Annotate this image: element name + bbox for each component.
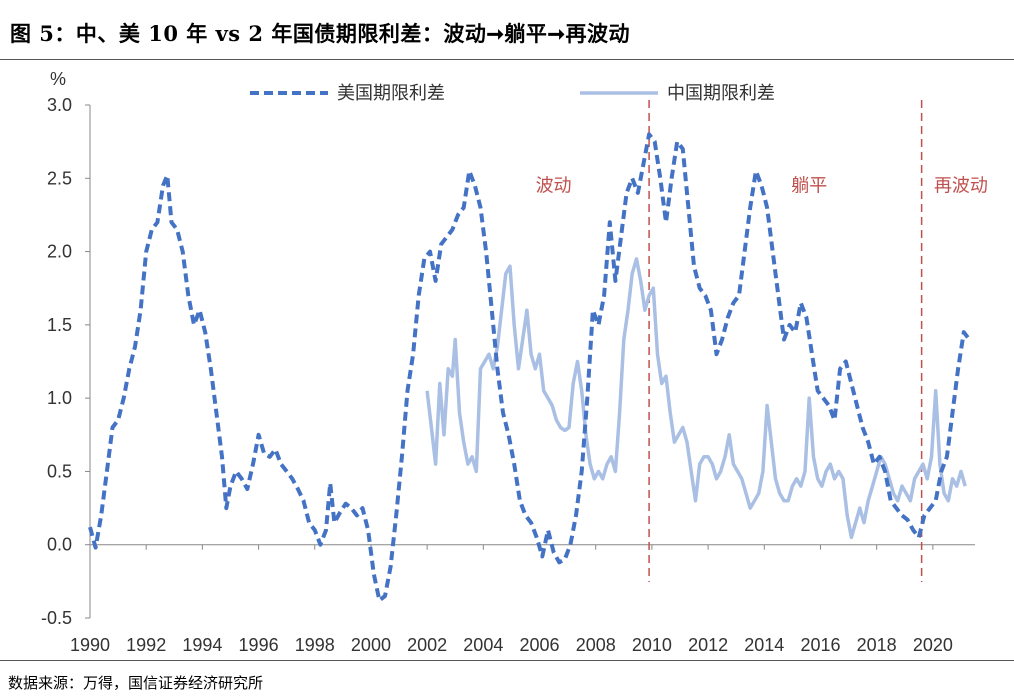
x-tick-label: 1990 xyxy=(70,635,110,655)
y-tick-label: 0.5 xyxy=(47,461,72,481)
x-tick-label: 2014 xyxy=(744,635,784,655)
phase-annotation: 再波动 xyxy=(934,176,988,197)
x-tick-label: 2010 xyxy=(632,635,672,655)
spread-chart: -0.5 0.0 0.5 1.0 1.5 2.0 2.5 3.0% 1990 1992 1994 19… xyxy=(41,69,988,655)
footer-divider xyxy=(0,660,1014,661)
x-tick-label: 1998 xyxy=(295,635,335,655)
x-tick-label: 2000 xyxy=(351,635,391,655)
series-line-china xyxy=(425,257,967,540)
y-tick-label: -0.5 xyxy=(41,608,72,628)
y-tick-label: 2.5 xyxy=(47,168,72,188)
phase-annotation: 躺平 xyxy=(791,176,827,197)
legend-item-china-label: 中国期限利差 xyxy=(667,83,775,104)
y-tick-label: 1.0 xyxy=(47,388,72,408)
x-tick-label: 2020 xyxy=(913,635,953,655)
phase-annotation: 波动 xyxy=(536,176,572,197)
page-title: 图 5：中、美 10 年 vs 2 年国债期限利差：波动➞躺平➞再波动 xyxy=(10,21,631,46)
x-tick-label: 2004 xyxy=(463,635,503,655)
y-tick-label: 3.0 xyxy=(47,95,72,115)
y-tick-label: 2.0 xyxy=(47,242,72,262)
title-bar: 图 5：中、美 10 年 vs 2 年国债期限利差：波动➞躺平➞再波动 xyxy=(0,0,1014,60)
y-tick-label: 0.0 xyxy=(47,535,72,555)
x-tick-label: 1996 xyxy=(239,635,279,655)
x-tick-label: 1994 xyxy=(182,635,222,655)
legend-item-us-label: 美国期限利差 xyxy=(337,83,445,104)
data-source: 数据来源：万得，国信证券经济研究所 xyxy=(8,674,264,692)
x-tick-label: 2002 xyxy=(407,635,447,655)
x-tick-label: 2018 xyxy=(857,635,897,655)
x-tick-label: 2016 xyxy=(800,635,840,655)
y-tick-label: 1.5 xyxy=(47,315,72,335)
x-tick-label: 2008 xyxy=(576,635,616,655)
x-tick-label: 2006 xyxy=(520,635,560,655)
x-tick-label: 1992 xyxy=(126,635,166,655)
y-axis-unit: % xyxy=(50,69,66,89)
series-line-us xyxy=(88,132,971,603)
x-tick-label: 2012 xyxy=(688,635,728,655)
